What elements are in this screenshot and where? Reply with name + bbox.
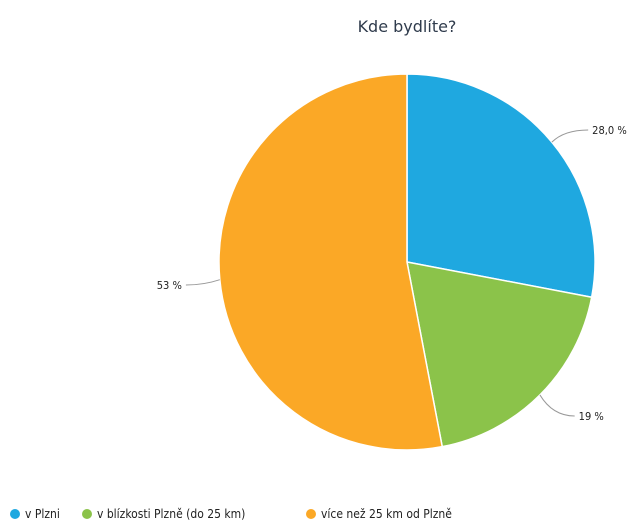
slice-label-3: 53 %	[157, 279, 182, 292]
legend-marker-3	[306, 509, 316, 519]
legend-marker-1	[10, 509, 20, 519]
pie-slice-3[interactable]	[218, 73, 443, 451]
chart-title: Kde bydlíte?	[358, 17, 457, 36]
legend-marker-2	[82, 509, 92, 519]
legend-label-2: v blízkosti Plzně (do 25 km)	[97, 507, 245, 521]
slice-label-2: 19 %	[579, 410, 604, 423]
legend: v Plzni v blízkosti Plzně (do 25 km) více …	[10, 507, 452, 521]
legend-item-1[interactable]: v Plzni	[10, 507, 60, 521]
legend-item-3[interactable]: více než 25 km od Plzně	[306, 507, 452, 521]
pie-slices	[218, 73, 596, 451]
pie-slice-1[interactable]	[406, 73, 596, 298]
slice-label-1: 28,0 %	[592, 124, 627, 137]
legend-label-3: více než 25 km od Plzně	[321, 507, 452, 521]
legend-item-2[interactable]: v blízkosti Plzně (do 25 km)	[82, 507, 245, 521]
label-connector-3	[185, 279, 220, 286]
label-connector-2	[539, 394, 575, 417]
slice-labels: 28,0 % 19 % 53 %	[157, 124, 627, 423]
legend-label-1: v Plzni	[25, 507, 60, 521]
label-connector-1	[551, 129, 589, 143]
